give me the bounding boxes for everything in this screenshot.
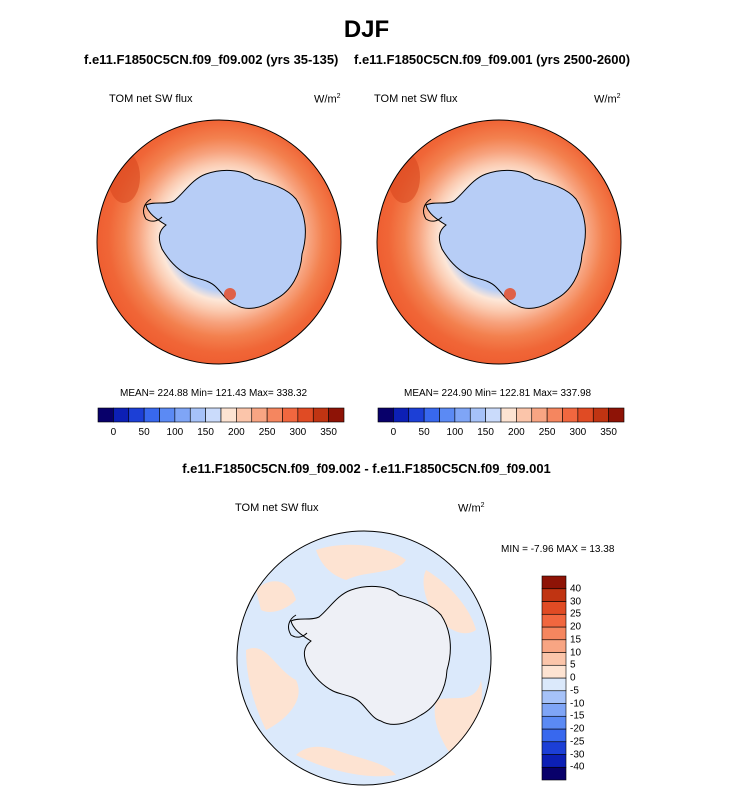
colorbar-swatch bbox=[328, 407, 345, 423]
left-colorbar bbox=[97, 407, 345, 423]
colorbar-swatch bbox=[159, 407, 176, 423]
colorbar-tick-label: 40 bbox=[570, 583, 582, 595]
left-variable-label: TOM net SW flux bbox=[109, 93, 193, 105]
colorbar-tick-label: 100 bbox=[166, 427, 184, 438]
colorbar-tick-label: -15 bbox=[570, 710, 585, 722]
colorbar-swatch bbox=[97, 407, 114, 423]
colorbar-swatch bbox=[608, 407, 625, 423]
colorbar-swatch bbox=[251, 407, 268, 423]
left-colorbar-ticks: 0 50 100 150 200 250 300 350 bbox=[98, 427, 344, 441]
colorbar-tick-label: 350 bbox=[320, 427, 337, 438]
colorbar-swatch bbox=[282, 407, 299, 423]
colorbar-tick-label: 25 bbox=[570, 608, 582, 620]
colorbar-tick-label: 300 bbox=[569, 427, 587, 438]
diff-title: f.e11.F1850C5CN.f09_f09.002 - f.e11.F185… bbox=[182, 461, 551, 476]
colorbar-tick-label: 200 bbox=[228, 427, 245, 438]
colorbar-tick-label: 30 bbox=[570, 596, 582, 607]
colorbar-swatch bbox=[423, 407, 440, 423]
colorbar-swatch bbox=[541, 575, 567, 590]
colorbar-swatch bbox=[592, 407, 609, 423]
right-case-title: f.e11.F1850C5CN.f09_f09.001 (yrs 2500-26… bbox=[354, 52, 631, 67]
colorbar-swatch bbox=[500, 407, 517, 423]
colorbar-tick-label: 10 bbox=[570, 647, 582, 658]
colorbar-tick-label: 0 bbox=[390, 427, 397, 438]
colorbar-tick-label: 15 bbox=[570, 634, 582, 646]
colorbar-swatch bbox=[531, 407, 548, 423]
colorbar-tick-label: 0 bbox=[110, 427, 117, 438]
diff-variable-label: TOM net SW flux bbox=[235, 502, 319, 514]
colorbar-swatch bbox=[469, 407, 486, 423]
colorbar-swatch bbox=[516, 407, 533, 423]
colorbar-tick-label: 250 bbox=[538, 427, 556, 438]
colorbar-swatch bbox=[312, 407, 329, 423]
colorbar-swatch bbox=[113, 407, 130, 423]
page-title: DJF bbox=[343, 16, 390, 43]
colorbar-tick-label: 250 bbox=[258, 427, 276, 438]
colorbar-swatch bbox=[205, 407, 222, 423]
right-colorbar bbox=[377, 407, 625, 423]
colorbar-swatch bbox=[546, 407, 563, 423]
colorbar-swatch bbox=[143, 407, 160, 423]
colorbar-swatch bbox=[377, 407, 394, 423]
colorbar-tick-label: -40 bbox=[570, 761, 585, 773]
colorbar-swatch bbox=[297, 407, 314, 423]
colorbar-tick-label: -10 bbox=[570, 698, 585, 709]
colorbar-swatch bbox=[485, 407, 502, 423]
colorbar-swatch bbox=[236, 407, 253, 423]
colorbar-swatch bbox=[266, 407, 283, 423]
colorbar-tick-label: 300 bbox=[289, 427, 307, 438]
diff-units-label: W/m2 bbox=[458, 502, 485, 515]
colorbar-swatch bbox=[393, 407, 410, 423]
diff-polar-map bbox=[236, 530, 492, 786]
left-case-title: f.e11.F1850C5CN.f09_f09.002 (yrs 35-135) bbox=[84, 52, 339, 67]
left-polar-map bbox=[96, 119, 342, 365]
colorbar-tick-label: 150 bbox=[197, 427, 214, 438]
colorbar-swatch bbox=[577, 407, 594, 423]
colorbar-swatch bbox=[189, 407, 206, 423]
right-units-label: W/m2 bbox=[594, 93, 621, 106]
colorbar-tick-label: 50 bbox=[418, 427, 430, 438]
diff-stats: MIN = -7.96 MAX = 13.38 bbox=[501, 544, 615, 555]
diff-colorbar-ticks: 40 30 25 20 15 10 5 0 -5 -10 -15 -20 -25 -30 -40 bbox=[542, 576, 602, 780]
colorbar-swatch bbox=[454, 407, 471, 423]
colorbar-tick-label: 50 bbox=[138, 427, 150, 438]
colorbar-swatch bbox=[439, 407, 456, 423]
colorbar-swatch bbox=[408, 407, 425, 423]
left-units-label: W/m2 bbox=[314, 93, 341, 106]
diff-colorbar bbox=[541, 575, 567, 781]
colorbar-tick-label: 20 bbox=[570, 621, 582, 633]
right-colorbar-ticks: 0 50 100 150 200 250 300 350 bbox=[378, 427, 624, 441]
colorbar-tick-label: -30 bbox=[570, 749, 585, 760]
colorbar-tick-label: 200 bbox=[508, 427, 525, 438]
colorbar-swatch bbox=[128, 407, 145, 423]
right-stats: MEAN= 224.90 Min= 122.81 Max= 337.98 bbox=[404, 388, 592, 399]
colorbar-tick-label: 0 bbox=[570, 672, 576, 684]
left-stats: MEAN= 224.88 Min= 121.43 Max= 338.32 bbox=[120, 388, 308, 399]
colorbar-swatch bbox=[174, 407, 191, 423]
colorbar-tick-label: 350 bbox=[600, 427, 617, 438]
colorbar-tick-label: 5 bbox=[570, 659, 576, 671]
right-variable-label: TOM net SW flux bbox=[374, 93, 458, 105]
colorbar-tick-label: -25 bbox=[570, 736, 585, 748]
colorbar-tick-label: 100 bbox=[446, 427, 464, 438]
right-polar-map bbox=[376, 119, 622, 365]
colorbar-tick-label: 150 bbox=[477, 427, 494, 438]
colorbar-tick-label: -20 bbox=[570, 723, 585, 735]
colorbar-tick-label: -5 bbox=[570, 685, 579, 697]
colorbar-swatch bbox=[562, 407, 579, 423]
colorbar-swatch bbox=[220, 407, 237, 423]
